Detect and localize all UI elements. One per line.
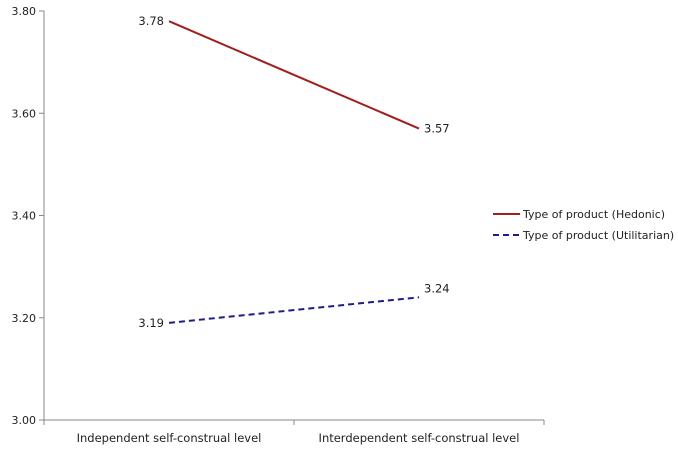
y-tick-label: 3.00 (12, 414, 37, 427)
legend-label: Type of product (Hedonic) (522, 208, 665, 221)
y-axis-ticks: 3.00 3.20 3.40 3.60 3.80 (12, 5, 44, 427)
series-line-hedonic (168, 20, 420, 130)
series-lines (168, 20, 420, 324)
data-label: 3.57 (424, 122, 450, 136)
y-tick-label: 3.80 (12, 5, 37, 18)
legend-label: Type of product (Utilitarian) (522, 229, 674, 242)
data-label: 3.24 (424, 281, 450, 295)
axes (43, 11, 544, 421)
y-tick-label: 3.60 (12, 107, 37, 120)
x-tick-label: Independent self-construal level (77, 431, 262, 445)
data-labels: 3.78 3.57 3.19 3.24 (138, 14, 449, 330)
x-axis-ticks: Independent self-construal level Interdep… (43, 420, 545, 445)
y-tick-label: 3.20 (12, 312, 37, 325)
legend: Type of product (Hedonic) Type of product… (493, 208, 674, 242)
y-tick-label: 3.40 (12, 210, 37, 223)
data-label: 3.19 (138, 316, 164, 330)
data-label: 3.78 (138, 14, 164, 28)
x-tick-label: Interdependent self-construal level (319, 431, 520, 445)
series-line-utilitarian (168, 296, 420, 324)
